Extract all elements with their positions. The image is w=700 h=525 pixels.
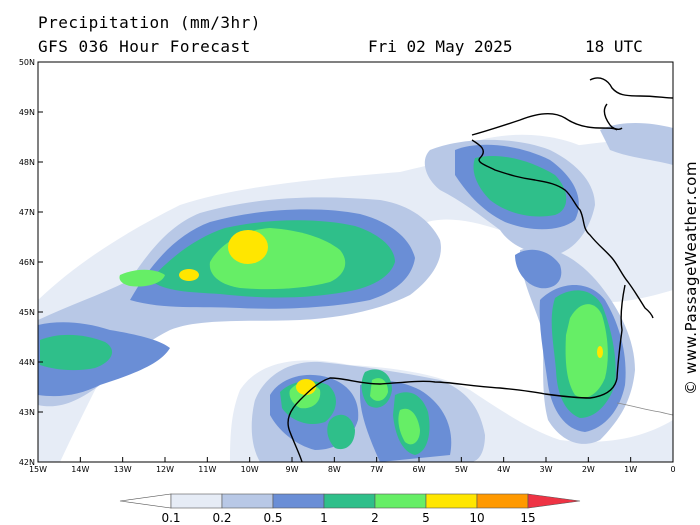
legend-swatch [170, 493, 223, 509]
legend-label: 0.1 [161, 511, 180, 525]
legend-label: 2 [371, 511, 379, 525]
lon-tick-label: 4W [497, 465, 510, 474]
lat-tick-label: 44N [19, 358, 35, 367]
legend-swatch [221, 493, 274, 509]
lat-tick-label: 42N [19, 458, 35, 467]
forecast-time: 18 UTC [585, 37, 643, 56]
lon-tick-label: 8W [328, 465, 341, 474]
legend-swatch [374, 493, 427, 509]
longitude-axis: 15W 14W 13W 12W 11W 10W 9W 8W 7W 6W 5W 4W 3W 2W 1W 0 [29, 457, 676, 474]
precip-band-5 [179, 230, 603, 395]
lon-tick-label: 0 [670, 465, 675, 474]
legend-swatch [323, 493, 376, 509]
lat-tick-label: 45N [19, 308, 35, 317]
lon-tick-label: 15W [29, 465, 47, 474]
latitude-axis: 42N 43N 44N 45N 46N 47N 48N 49N 50N [19, 58, 43, 467]
legend-swatch [119, 493, 172, 509]
legend-label: 10 [469, 511, 484, 525]
legend-label: 15 [520, 511, 535, 525]
legend-label: 0.2 [212, 511, 231, 525]
lon-tick-label: 12W [156, 465, 174, 474]
map-area [38, 62, 673, 462]
precip-legend: 0.1 0.2 0.5 1 2 5 10 15 [119, 493, 581, 525]
legend-label: 0.5 [263, 511, 282, 525]
legend-label: 5 [422, 511, 430, 525]
lon-tick-label: 9W [286, 465, 299, 474]
lon-tick-label: 3W [540, 465, 553, 474]
map-title: Precipitation (mm/3hr) [38, 13, 261, 32]
legend-swatch [476, 493, 529, 509]
lon-tick-label: 11W [198, 465, 216, 474]
lat-tick-label: 50N [19, 58, 35, 67]
lon-tick-label: 10W [241, 465, 259, 474]
lon-tick-label: 14W [71, 465, 89, 474]
border-line [616, 402, 673, 416]
legend-swatch [425, 493, 478, 509]
legend-swatch [272, 493, 325, 509]
legend-swatch [527, 493, 581, 509]
lat-tick-label: 43N [19, 408, 35, 417]
lat-tick-label: 48N [19, 158, 35, 167]
forecast-date: Fri 02 May 2025 [368, 37, 513, 56]
forecast-subtitle: GFS 036 Hour Forecast [38, 37, 251, 56]
lat-tick-label: 49N [19, 108, 35, 117]
legend-label: 1 [320, 511, 328, 525]
lon-tick-label: 5W [455, 465, 468, 474]
lon-tick-label: 1W [624, 465, 637, 474]
lon-tick-label: 2W [582, 465, 595, 474]
coastline [287, 77, 673, 462]
lon-tick-label: 13W [114, 465, 132, 474]
lon-tick-label: 6W [413, 465, 426, 474]
credit-text: © www.PassageWeather.com [682, 160, 700, 395]
lat-tick-label: 47N [19, 208, 35, 217]
lon-tick-label: 7W [370, 465, 383, 474]
lat-tick-label: 46N [19, 258, 35, 267]
